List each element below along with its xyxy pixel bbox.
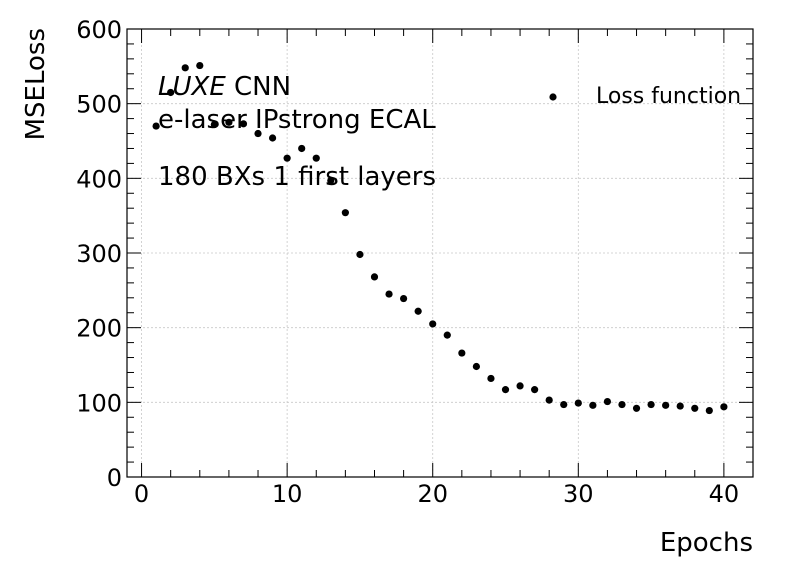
- data-point: [705, 406, 713, 415]
- x-axis-label: Epochs: [660, 528, 753, 558]
- data-point: [632, 404, 641, 412]
- data-point: [152, 122, 160, 130]
- data-point: [676, 402, 684, 410]
- data-point: [225, 118, 233, 126]
- data-point: [181, 64, 189, 72]
- data-point: [472, 362, 480, 371]
- annotation-cnn: CNN: [226, 72, 291, 102]
- data-point: [720, 403, 728, 411]
- y-tick-label: 600: [76, 16, 122, 44]
- data-point: [531, 386, 539, 394]
- annotation-luxe: LUXE: [158, 72, 226, 102]
- data-point: [443, 331, 451, 339]
- x-tick-label: 10: [272, 480, 303, 508]
- x-tick-label: 0: [134, 480, 149, 508]
- data-point: [574, 399, 582, 407]
- data-point: [268, 134, 277, 142]
- data-point: [516, 382, 524, 390]
- y-tick-label: 400: [76, 165, 122, 193]
- legend-marker: [549, 93, 557, 101]
- data-point: [400, 294, 408, 303]
- x-tick-labels: 0 10 20 30 40: [134, 480, 739, 508]
- data-point: [254, 129, 262, 138]
- data-point: [603, 397, 612, 406]
- legend: Loss function: [549, 84, 741, 109]
- data-point: [560, 400, 568, 409]
- y-tick-label: 0: [107, 464, 122, 492]
- minor-ticks: [127, 29, 754, 477]
- plot-frame: [126, 28, 754, 478]
- data-point: [662, 401, 670, 409]
- data-point: [385, 290, 393, 298]
- data-point: [691, 404, 699, 412]
- data-point: [545, 396, 553, 404]
- data-point: [210, 120, 218, 129]
- data-point: [312, 154, 320, 162]
- y-tick-label: 300: [76, 240, 122, 268]
- annotation-line-2: e-laser IPstrong ECAL: [158, 105, 436, 135]
- y-tick-labels: 0 100 200 300 400 500 600: [76, 16, 122, 492]
- data-point: [167, 88, 175, 97]
- data-point: [647, 400, 655, 409]
- y-tick-label: 100: [76, 389, 122, 417]
- data-point: [589, 401, 597, 409]
- x-tick-label: 30: [563, 480, 594, 508]
- x-tick-label: 40: [709, 480, 740, 508]
- y-tick-label: 200: [76, 315, 122, 343]
- data-point: [458, 349, 466, 357]
- data-point: [370, 273, 379, 281]
- data-point: [487, 374, 495, 383]
- data-point: [414, 307, 422, 315]
- y-axis-label: MSELoss: [21, 28, 51, 140]
- data-point: [356, 250, 364, 259]
- data-point: [196, 61, 204, 70]
- annotation-line-1: LUXE CNN: [158, 72, 291, 102]
- data-point: [327, 176, 335, 185]
- legend-label: Loss function: [596, 84, 741, 109]
- data-point: [618, 400, 626, 409]
- annotation-line-3: 180 BXs 1 first layers: [158, 162, 436, 192]
- x-tick-label: 20: [417, 480, 448, 508]
- y-tick-label: 500: [76, 91, 122, 119]
- data-point: [501, 386, 510, 394]
- data-point: [341, 209, 349, 217]
- data-point: [429, 320, 437, 328]
- data-point: [239, 120, 248, 128]
- data-point: [283, 154, 291, 162]
- data-points: [152, 61, 728, 415]
- data-point: [298, 144, 306, 153]
